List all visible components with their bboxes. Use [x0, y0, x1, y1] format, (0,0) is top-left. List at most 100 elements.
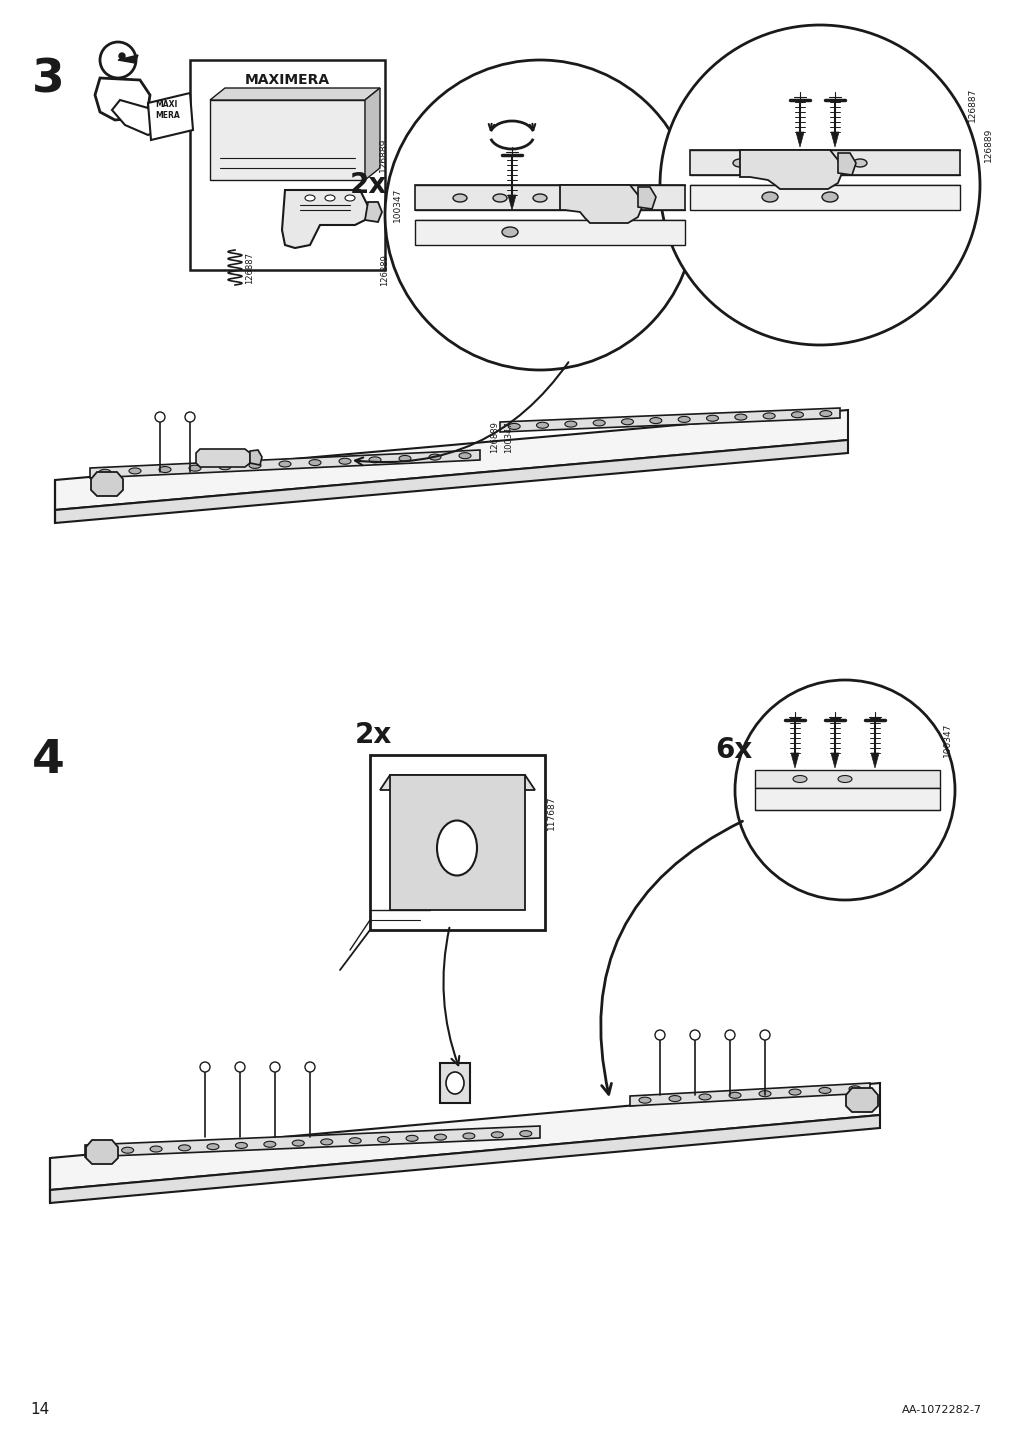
- Ellipse shape: [734, 414, 746, 420]
- Ellipse shape: [772, 159, 787, 168]
- Text: 126887: 126887: [967, 87, 976, 122]
- Ellipse shape: [677, 417, 690, 422]
- Text: 126889: 126889: [489, 421, 498, 453]
- Ellipse shape: [533, 193, 547, 202]
- Polygon shape: [870, 753, 879, 768]
- Circle shape: [690, 1030, 700, 1040]
- Ellipse shape: [150, 1146, 162, 1151]
- Text: 14: 14: [30, 1402, 50, 1418]
- Polygon shape: [845, 1088, 878, 1113]
- Ellipse shape: [564, 421, 576, 427]
- Polygon shape: [559, 185, 641, 223]
- Ellipse shape: [492, 193, 507, 202]
- Polygon shape: [50, 1083, 880, 1190]
- Ellipse shape: [791, 412, 803, 418]
- Text: 100347: 100347: [392, 188, 401, 222]
- Polygon shape: [637, 188, 655, 209]
- Polygon shape: [95, 77, 150, 120]
- Polygon shape: [250, 450, 262, 465]
- Ellipse shape: [501, 228, 518, 238]
- Circle shape: [119, 53, 125, 59]
- Polygon shape: [830, 132, 838, 147]
- Polygon shape: [365, 87, 379, 180]
- Ellipse shape: [459, 453, 470, 458]
- Polygon shape: [830, 753, 838, 768]
- Polygon shape: [85, 1126, 540, 1157]
- Ellipse shape: [761, 192, 777, 202]
- Ellipse shape: [649, 418, 661, 424]
- Polygon shape: [796, 132, 803, 147]
- Ellipse shape: [613, 193, 627, 202]
- Ellipse shape: [621, 418, 633, 425]
- Ellipse shape: [249, 463, 261, 468]
- Ellipse shape: [732, 159, 746, 168]
- Ellipse shape: [405, 1136, 418, 1141]
- Circle shape: [185, 412, 195, 422]
- Circle shape: [724, 1030, 734, 1040]
- Polygon shape: [389, 775, 525, 909]
- Ellipse shape: [339, 458, 351, 464]
- Ellipse shape: [178, 1144, 190, 1151]
- Ellipse shape: [491, 1131, 502, 1138]
- Ellipse shape: [819, 411, 831, 417]
- Circle shape: [270, 1063, 280, 1073]
- Ellipse shape: [128, 468, 141, 474]
- Ellipse shape: [699, 1094, 711, 1100]
- Ellipse shape: [592, 420, 605, 425]
- Circle shape: [155, 412, 165, 422]
- Bar: [440, 1063, 469, 1103]
- Ellipse shape: [848, 1085, 860, 1091]
- Ellipse shape: [325, 195, 335, 200]
- Ellipse shape: [837, 776, 851, 782]
- Text: 126889: 126889: [378, 137, 387, 172]
- Ellipse shape: [462, 1133, 474, 1138]
- Ellipse shape: [159, 467, 171, 473]
- Polygon shape: [118, 54, 137, 63]
- Ellipse shape: [706, 415, 718, 421]
- Polygon shape: [210, 87, 379, 100]
- Polygon shape: [210, 100, 365, 180]
- Polygon shape: [196, 450, 250, 467]
- Bar: [370, 755, 545, 929]
- Polygon shape: [90, 450, 479, 478]
- Circle shape: [235, 1063, 245, 1073]
- Ellipse shape: [728, 1093, 740, 1098]
- Ellipse shape: [377, 1137, 389, 1143]
- Ellipse shape: [446, 1073, 463, 1094]
- Circle shape: [200, 1063, 210, 1073]
- Ellipse shape: [437, 821, 476, 875]
- Ellipse shape: [99, 470, 111, 475]
- Ellipse shape: [789, 1090, 801, 1095]
- Ellipse shape: [93, 1148, 105, 1154]
- Ellipse shape: [453, 193, 466, 202]
- Ellipse shape: [429, 454, 441, 460]
- Polygon shape: [508, 195, 516, 211]
- Ellipse shape: [821, 192, 837, 202]
- Ellipse shape: [812, 159, 826, 168]
- Text: AA-1072282-7: AA-1072282-7: [901, 1405, 981, 1415]
- Ellipse shape: [536, 422, 548, 428]
- Ellipse shape: [189, 465, 201, 471]
- Text: MAXIMERA: MAXIMERA: [245, 73, 330, 87]
- Circle shape: [384, 60, 695, 369]
- Bar: [190, 60, 384, 271]
- Polygon shape: [148, 93, 193, 140]
- Polygon shape: [690, 150, 959, 175]
- Polygon shape: [739, 150, 841, 189]
- Ellipse shape: [320, 1138, 333, 1146]
- Polygon shape: [55, 410, 847, 510]
- Polygon shape: [379, 775, 535, 790]
- Ellipse shape: [793, 776, 806, 782]
- Ellipse shape: [345, 195, 355, 200]
- Ellipse shape: [572, 193, 586, 202]
- Polygon shape: [50, 1116, 880, 1203]
- Text: 100347: 100347: [503, 421, 513, 453]
- Ellipse shape: [236, 1143, 247, 1148]
- Polygon shape: [365, 202, 381, 222]
- Text: 126887: 126887: [245, 252, 254, 284]
- Text: 3: 3: [32, 57, 65, 103]
- Polygon shape: [690, 185, 959, 211]
- Circle shape: [659, 24, 979, 345]
- Polygon shape: [91, 473, 123, 495]
- Ellipse shape: [762, 412, 774, 420]
